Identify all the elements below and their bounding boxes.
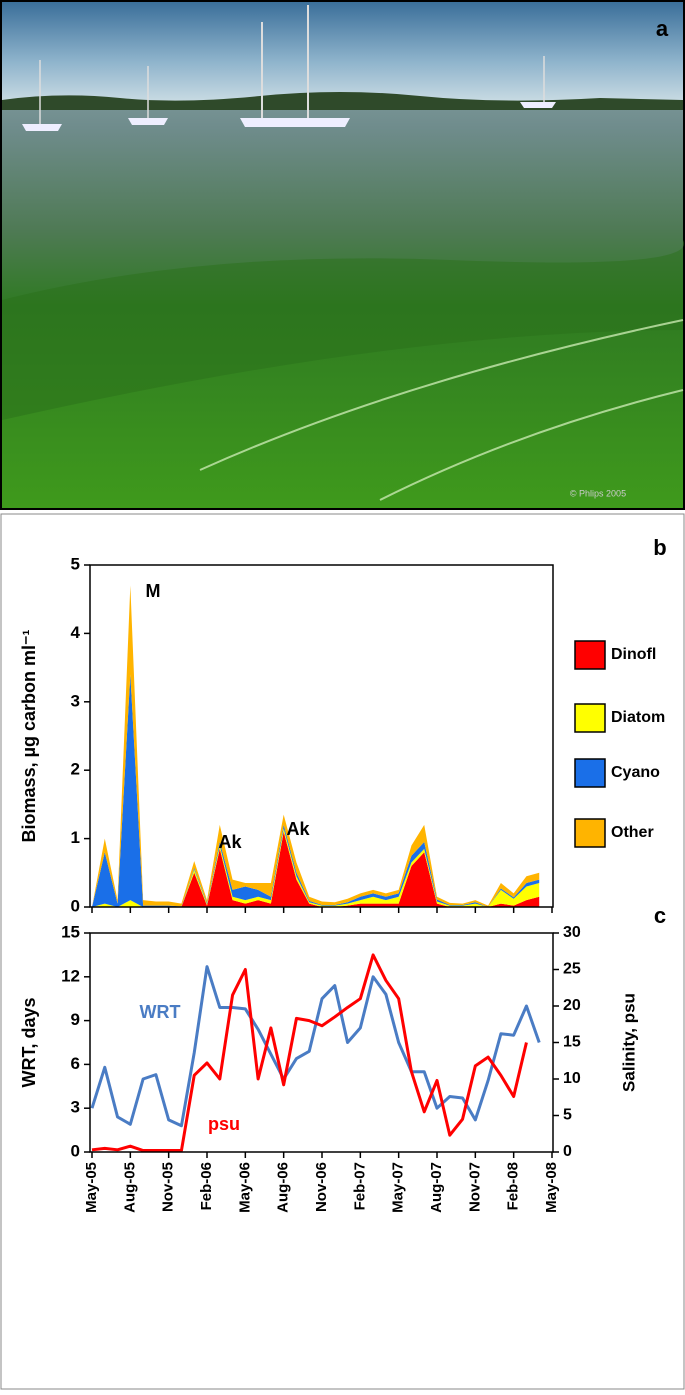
line [91, 953, 528, 1153]
chart-frame [0, 513, 685, 1390]
y2-tick-label: 30 [563, 924, 581, 941]
area [92, 831, 540, 907]
annotation: Ak [286, 819, 310, 839]
y2-axis-label: Salinity, psu [619, 993, 638, 1092]
x-tick-label: Aug-05 [121, 1162, 138, 1213]
annotation: M [146, 581, 161, 601]
x-tick-label: May-06 [236, 1162, 253, 1213]
series-label: psu [208, 1114, 240, 1134]
algae-band [2, 240, 685, 420]
y-tick-label: 1 [71, 828, 80, 847]
y-tick-label: 3 [71, 691, 80, 710]
y-tick-label: 4 [71, 623, 81, 642]
boat [22, 124, 62, 131]
area [92, 828, 540, 907]
photo: a © Phlips 2005 [0, 0, 685, 510]
y-tick-label: 3 [71, 1098, 80, 1117]
photo-credit: © Phlips 2005 [570, 488, 626, 498]
y-tick-label: 15 [61, 922, 80, 941]
y-tick-label: 0 [71, 896, 80, 915]
x-tick-label: Nov-05 [160, 1162, 177, 1212]
legend-label: Cyano [611, 764, 660, 781]
line [90, 965, 541, 1128]
y-tick-label: 5 [71, 554, 80, 573]
y-tick-label: 6 [71, 1054, 80, 1073]
x-tick-label: Aug-07 [428, 1162, 445, 1213]
y2-tick-label: 5 [563, 1107, 572, 1124]
x-tick-label: May-07 [390, 1162, 407, 1213]
plot-frame [89, 564, 554, 908]
legend-swatch [574, 758, 606, 788]
panel-label: a [656, 16, 669, 41]
wave-line [199, 319, 684, 471]
y2-tick-label: 25 [563, 961, 581, 978]
boat [520, 102, 556, 108]
legend-swatch [574, 818, 606, 848]
x-tick-label: May-08 [543, 1162, 560, 1213]
y2-tick-label: 20 [563, 997, 581, 1014]
annotation: Ak [218, 832, 242, 852]
panel-label: b [653, 535, 666, 560]
plot-frame [89, 932, 554, 1153]
sky [2, 2, 683, 102]
x-tick-label: Feb-06 [198, 1162, 215, 1210]
y-axis-label: Biomass, µg carbon ml⁻¹ [19, 630, 39, 843]
boat [128, 118, 168, 125]
x-tick-label: Feb-08 [505, 1162, 522, 1210]
wave-line [379, 389, 684, 501]
legend-swatch [574, 703, 606, 733]
legend-label: Dinofl [611, 646, 656, 663]
series-label: WRT [140, 1002, 181, 1022]
y2-tick-label: 10 [563, 1070, 581, 1087]
panel-label: c [654, 903, 666, 928]
x-tick-label: May-05 [83, 1162, 100, 1213]
y-tick-label: 0 [71, 1141, 80, 1160]
boat [240, 118, 350, 127]
legend-swatch [574, 640, 606, 670]
y-tick-label: 9 [71, 1010, 80, 1029]
x-tick-label: Nov-06 [313, 1162, 330, 1212]
shoreline [2, 92, 683, 110]
y2-tick-label: 0 [563, 1143, 572, 1160]
y-axis-label: WRT, days [19, 997, 39, 1087]
y-tick-label: 12 [61, 966, 80, 985]
x-tick-label: Nov-07 [466, 1162, 483, 1212]
area [92, 674, 540, 907]
legend-label: Diatom [611, 709, 665, 726]
y2-tick-label: 15 [563, 1034, 581, 1051]
x-tick-label: Feb-07 [351, 1162, 368, 1210]
y-tick-label: 2 [71, 760, 80, 779]
legend-label: Other [611, 824, 654, 841]
x-tick-label: Aug-06 [275, 1162, 292, 1213]
